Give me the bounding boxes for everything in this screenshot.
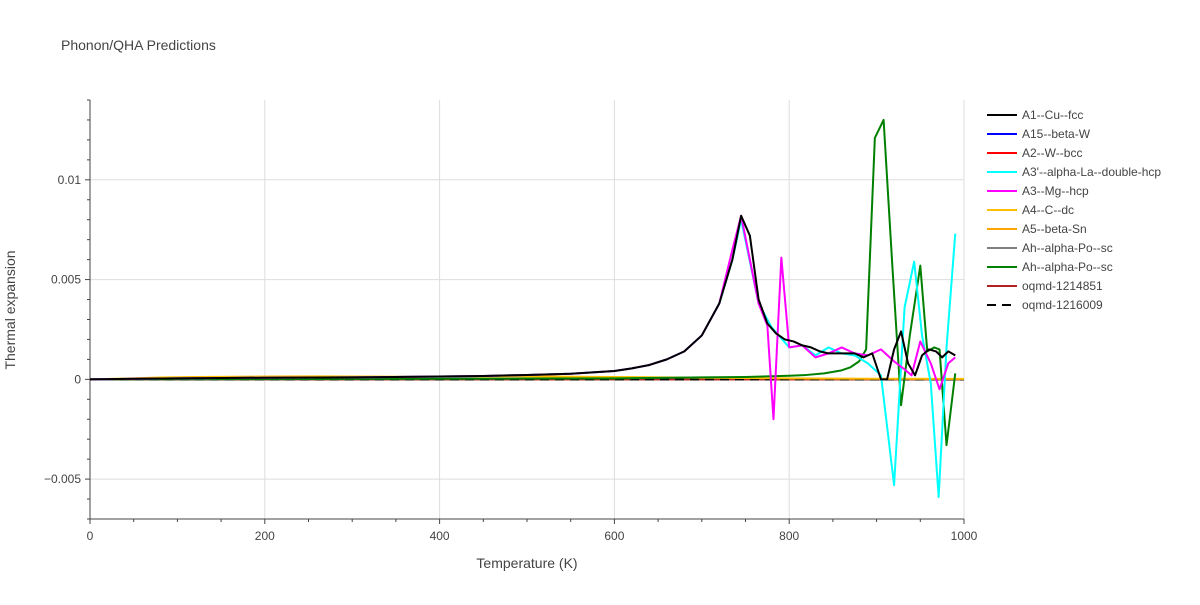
legend-label: A5--beta-Sn bbox=[1022, 222, 1087, 236]
legend-label: A1--Cu--fcc bbox=[1022, 108, 1083, 122]
axes-layer: 0 200 400 600 800 1000 −0.005 0 0.005 0.01 bbox=[44, 99, 978, 543]
legend-label: Ah--alpha-Po--sc bbox=[1022, 260, 1113, 274]
y-tick-label: −0.005 bbox=[44, 472, 81, 486]
y-tick-label: 0.01 bbox=[58, 173, 82, 187]
y-tick-label: 0 bbox=[74, 372, 81, 386]
x-axis-label: Temperature (K) bbox=[476, 555, 577, 571]
series-line bbox=[89, 214, 956, 381]
x-tick-label: 1000 bbox=[951, 529, 978, 543]
x-tick-label: 0 bbox=[87, 529, 94, 543]
series-line bbox=[89, 118, 957, 447]
x-tick-label: 800 bbox=[779, 529, 799, 543]
legend-label: A2--W--bcc bbox=[1022, 146, 1082, 160]
y-axis-label: Thermal expansion bbox=[2, 250, 18, 369]
legend-item[interactable]: Ah--alpha-Po--sc bbox=[987, 241, 1113, 255]
legend-label: A3--Mg--hcp bbox=[1022, 184, 1089, 198]
y-tick-label: 0.005 bbox=[51, 273, 81, 287]
grid-layer bbox=[90, 100, 965, 519]
legend-label: A3'--alpha-La--double-hcp bbox=[1022, 165, 1161, 179]
legend-label: oqmd-1214851 bbox=[1022, 279, 1103, 293]
series-layer bbox=[89, 118, 965, 499]
legend[interactable]: A1--Cu--fcc A15--beta-W A2--W--bcc A3'--alp… bbox=[987, 108, 1161, 312]
legend-item[interactable]: A3--Mg--hcp bbox=[987, 184, 1089, 198]
series-line bbox=[89, 218, 957, 499]
legend-label: A4--C--dc bbox=[1022, 203, 1074, 217]
legend-item[interactable]: oqmd-1216009 bbox=[987, 298, 1103, 312]
legend-label: oqmd-1216009 bbox=[1022, 298, 1103, 312]
legend-item[interactable]: A4--C--dc bbox=[987, 203, 1074, 217]
legend-item[interactable]: A15--beta-W bbox=[987, 127, 1091, 141]
x-tick-label: 200 bbox=[255, 529, 275, 543]
legend-item[interactable]: A2--W--bcc bbox=[987, 146, 1082, 160]
legend-label: A15--beta-W bbox=[1022, 127, 1091, 141]
legend-item[interactable]: A1--Cu--fcc bbox=[987, 108, 1083, 122]
x-tick-label: 400 bbox=[430, 529, 450, 543]
legend-item[interactable]: A5--beta-Sn bbox=[987, 222, 1087, 236]
legend-label: Ah--alpha-Po--sc bbox=[1022, 241, 1113, 255]
x-tick-label: 600 bbox=[604, 529, 624, 543]
legend-item[interactable]: Ah--alpha-Po--sc bbox=[987, 260, 1113, 274]
legend-item[interactable]: A3'--alpha-La--double-hcp bbox=[987, 165, 1161, 179]
series-line bbox=[89, 214, 956, 421]
chart-title: Phonon/QHA Predictions bbox=[61, 37, 216, 53]
legend-item[interactable]: oqmd-1214851 bbox=[987, 279, 1103, 293]
